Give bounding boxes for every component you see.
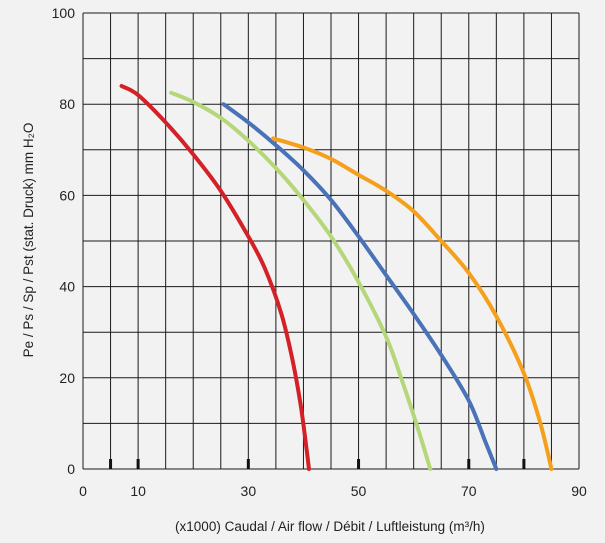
y-tick-label: 100 (52, 5, 76, 21)
x-tick-mark (136, 459, 140, 469)
series-curve-3 (221, 102, 499, 471)
x-tick-label: 70 (461, 483, 477, 499)
x-tick-label: 50 (351, 483, 367, 499)
x-tick-mark (357, 459, 361, 469)
series-curve-1 (119, 83, 311, 471)
y-tick-label: 40 (59, 279, 75, 295)
y-tick-label: 60 (59, 187, 75, 203)
y-tick-label: 20 (59, 370, 75, 386)
curves (119, 83, 554, 471)
x-tick-label: 10 (130, 483, 146, 499)
series-curve-2 (169, 90, 433, 471)
x-tick-mark (246, 459, 250, 469)
grid (82, 12, 580, 470)
ticks (109, 459, 526, 469)
y-axis-title: Pe / Ps / Sp / Pst (stat. Druck) mm H₂O (21, 123, 36, 358)
x-tick-label: 0 (79, 483, 87, 499)
y-tick-label: 80 (59, 96, 75, 112)
x-tick-mark (467, 459, 471, 469)
x-axis-title: (x1000) Caudal / Air flow / Débit / Luft… (175, 519, 485, 534)
x-tick-label: 90 (571, 483, 587, 499)
x-tick-mark (522, 459, 526, 469)
x-tick-mark (109, 459, 113, 469)
y-tick-label: 0 (67, 461, 75, 477)
tick-labels: 0 10 30 50 70 90 0 20 40 60 80 100 (52, 5, 587, 499)
series-curve-4 (271, 136, 554, 471)
x-tick-label: 30 (241, 483, 257, 499)
